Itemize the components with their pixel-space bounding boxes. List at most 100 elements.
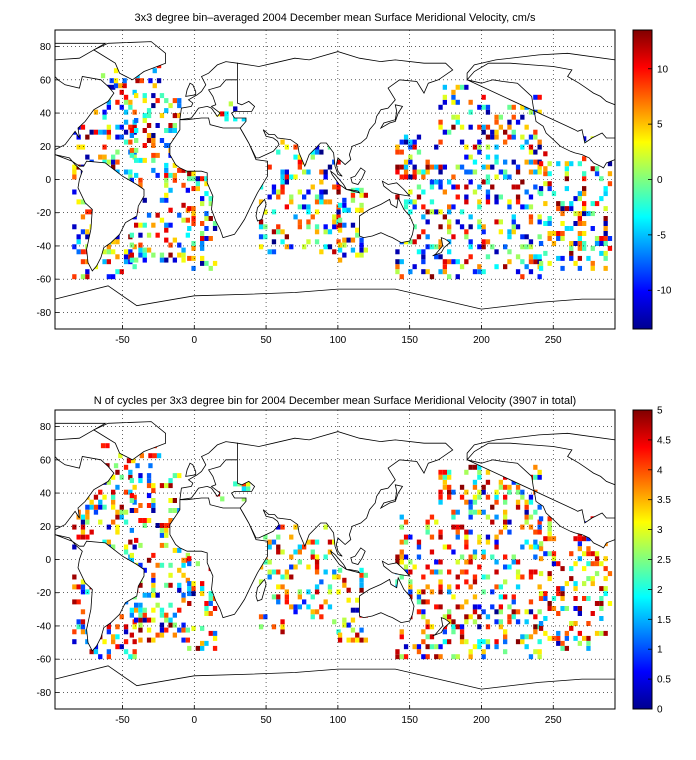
bin-cell [607,171,613,177]
bin-cell [359,237,364,243]
bin-cell [429,179,435,185]
bin-cell [524,204,529,210]
bin-cell [421,229,426,235]
y-tick-label: 80 [40,42,52,53]
bin-cell [464,614,469,620]
bin-cell [515,119,521,125]
bin-cell [208,591,213,597]
bin-cell [477,184,482,190]
bin-cell [560,586,565,592]
bin-cell [146,473,152,479]
bin-cell [590,551,595,557]
bin-cell [85,639,90,645]
bin-cell [172,123,178,128]
bin-cell [89,504,94,510]
bin-cell [164,182,169,188]
bin-cell [98,129,103,135]
bin-cell [151,607,156,613]
bin-cell [263,234,268,240]
bin-cell [442,484,448,490]
bin-cell [494,544,499,550]
bin-cell [76,249,81,255]
bin-cell [142,128,147,133]
bin-cell [503,519,508,525]
bin-cell [485,639,491,645]
bin-cell [204,601,209,606]
bin-cell [547,531,552,537]
y-tick-label: 80 [40,422,52,433]
bin-cell [485,494,491,500]
bin-cell [106,539,112,545]
bin-cell [168,582,173,588]
bin-cell [421,599,426,605]
bin-cell [520,104,525,110]
bin-cell [72,169,77,175]
bin-cell [355,607,360,613]
bin-cell [485,254,491,260]
bin-cell [119,89,124,95]
bin-cell [603,591,608,597]
bin-cell [138,602,143,608]
bin-cell [131,458,136,464]
bin-cell [481,239,486,245]
bin-cell [464,599,469,605]
bin-cell [442,474,448,480]
bin-cell [503,639,508,645]
bin-cell [599,176,604,182]
bin-cell [399,164,404,170]
bin-cell [336,209,341,215]
bin-cell [403,564,409,570]
bin-cell [168,562,173,568]
bin-cell [306,204,311,210]
bin-cell [111,249,116,255]
bin-cell [146,247,152,253]
bin-cell [177,582,182,588]
bin-cell [494,584,499,590]
bin-cell [168,483,173,489]
landmass [255,198,267,222]
bin-cell [503,174,508,180]
bin-cell [464,569,469,575]
bin-cell [421,249,426,255]
bin-cell [280,574,285,580]
bin-cell [543,616,548,621]
bin-cell [306,539,311,545]
bin-cell [106,99,112,105]
bin-cell [342,577,347,583]
bin-cell [138,617,143,623]
bin-cell [119,644,124,650]
bin-cell [177,547,182,553]
bin-cell [481,224,486,230]
bin-cell [319,199,324,205]
bin-cell [577,221,583,226]
bin-cell [573,606,578,611]
bin-cell [498,219,504,225]
bin-cell [155,123,160,128]
bin-cell [191,625,196,631]
bin-cell [607,161,613,167]
bin-cell [416,649,422,655]
bin-cell [200,221,205,226]
bin-cell [490,504,495,510]
bin-cell [342,197,347,203]
bin-cell [533,129,538,135]
bin-cell [524,519,529,525]
bin-cell [293,549,298,555]
bin-cell [425,634,430,640]
bin-cell [607,601,613,606]
bin-cell [355,252,360,258]
bin-cell [115,159,120,165]
bin-cell [76,144,81,150]
bin-cell [569,625,574,631]
bin-cell [204,611,209,616]
x-tick-label: -50 [115,335,130,346]
bin-cell [551,231,557,236]
bin-cell [195,181,201,187]
bin-cell [573,561,578,567]
bin-cell [139,453,145,459]
bin-cell [306,604,311,610]
bin-cell [455,654,460,660]
bin-cell [134,157,139,163]
bin-cell [524,139,529,145]
bin-cell [168,602,173,608]
